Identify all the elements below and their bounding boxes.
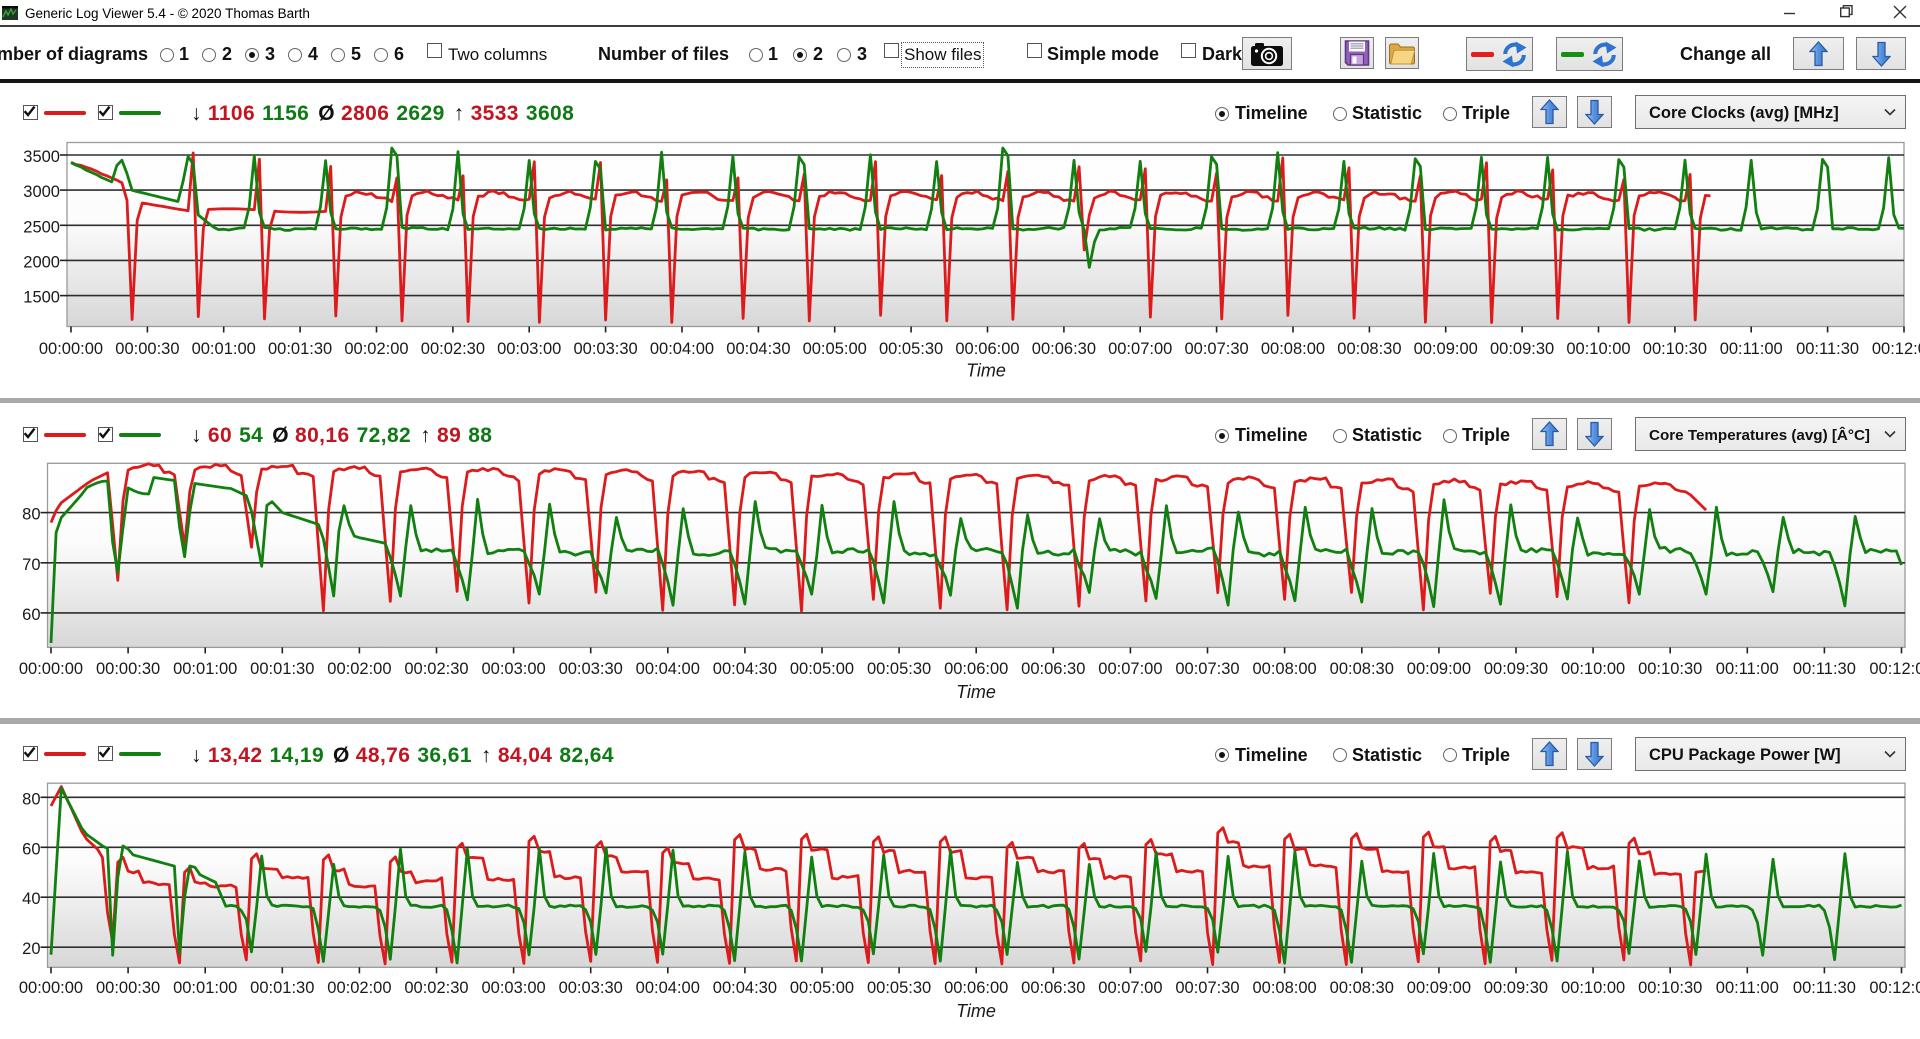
svg-text:00:02:30: 00:02:30 [421,340,485,358]
svg-text:60: 60 [22,606,40,624]
svg-text:00:03:00: 00:03:00 [481,979,545,997]
svg-text:00:01:30: 00:01:30 [250,660,314,678]
svg-text:00:01:00: 00:01:00 [173,979,237,997]
svg-text:00:08:00: 00:08:00 [1252,979,1316,997]
svg-text:00:06:30: 00:06:30 [1021,660,1085,678]
svg-text:00:02:00: 00:02:00 [344,340,408,358]
svg-text:00:05:00: 00:05:00 [803,340,867,358]
svg-text:00:01:30: 00:01:30 [268,340,332,358]
svg-text:80: 80 [22,790,40,808]
svg-text:00:12:00: 00:12:00 [1869,660,1920,678]
svg-text:00:08:30: 00:08:30 [1337,340,1401,358]
svg-text:00:05:00: 00:05:00 [790,660,854,678]
svg-text:2000: 2000 [23,253,60,271]
svg-text:00:05:30: 00:05:30 [867,979,931,997]
svg-text:Time: Time [956,1001,996,1021]
svg-text:00:01:30: 00:01:30 [250,979,314,997]
svg-text:00:02:00: 00:02:00 [327,660,391,678]
svg-text:00:06:00: 00:06:00 [944,979,1008,997]
svg-text:00:04:00: 00:04:00 [636,979,700,997]
svg-text:00:00:00: 00:00:00 [19,660,83,678]
svg-text:00:07:00: 00:07:00 [1098,979,1162,997]
svg-text:00:08:30: 00:08:30 [1330,979,1394,997]
svg-text:00:04:00: 00:04:00 [636,660,700,678]
svg-text:3000: 3000 [23,183,60,201]
svg-text:3500: 3500 [23,148,60,166]
svg-text:00:09:00: 00:09:00 [1407,660,1471,678]
svg-text:60: 60 [22,840,40,858]
svg-text:00:08:00: 00:08:00 [1261,340,1325,358]
svg-text:00:07:30: 00:07:30 [1184,340,1248,358]
svg-text:00:04:30: 00:04:30 [726,340,790,358]
svg-text:00:08:30: 00:08:30 [1330,660,1394,678]
svg-text:00:09:30: 00:09:30 [1484,660,1548,678]
svg-text:00:04:30: 00:04:30 [713,660,777,678]
svg-text:00:02:30: 00:02:30 [404,660,468,678]
svg-text:00:01:00: 00:01:00 [192,340,256,358]
svg-text:00:05:00: 00:05:00 [790,979,854,997]
svg-text:00:04:00: 00:04:00 [650,340,714,358]
svg-text:Time: Time [966,361,1006,381]
svg-text:00:11:30: 00:11:30 [1793,660,1856,678]
svg-text:80: 80 [22,506,40,524]
svg-text:00:11:00: 00:11:00 [1716,979,1779,997]
svg-text:70: 70 [22,556,40,574]
svg-text:00:11:00: 00:11:00 [1720,340,1783,358]
svg-text:00:11:00: 00:11:00 [1716,660,1779,678]
svg-text:20: 20 [22,940,40,958]
svg-text:00:00:00: 00:00:00 [19,979,83,997]
svg-text:00:06:30: 00:06:30 [1021,979,1085,997]
svg-text:00:07:00: 00:07:00 [1108,340,1172,358]
svg-text:00:12:00: 00:12:00 [1872,340,1920,358]
svg-text:00:06:00: 00:06:00 [944,660,1008,678]
svg-text:00:00:30: 00:00:30 [115,340,179,358]
svg-text:00:00:00: 00:00:00 [39,340,103,358]
svg-text:00:10:30: 00:10:30 [1643,340,1707,358]
svg-text:00:03:30: 00:03:30 [573,340,637,358]
svg-text:00:10:00: 00:10:00 [1566,340,1630,358]
svg-text:00:00:30: 00:00:30 [96,660,160,678]
svg-text:00:08:00: 00:08:00 [1252,660,1316,678]
svg-text:00:03:30: 00:03:30 [559,979,623,997]
svg-text:00:07:30: 00:07:30 [1175,979,1239,997]
svg-text:00:03:00: 00:03:00 [481,660,545,678]
svg-text:00:11:30: 00:11:30 [1793,979,1856,997]
svg-text:00:06:00: 00:06:00 [955,340,1019,358]
svg-text:00:10:30: 00:10:30 [1638,979,1702,997]
svg-text:00:03:00: 00:03:00 [497,340,561,358]
svg-text:00:05:30: 00:05:30 [879,340,943,358]
svg-text:00:12:00: 00:12:00 [1869,979,1920,997]
svg-text:Time: Time [956,682,996,702]
svg-text:00:09:30: 00:09:30 [1490,340,1554,358]
svg-text:00:05:30: 00:05:30 [867,660,931,678]
svg-text:1500: 1500 [23,289,60,307]
svg-text:00:02:00: 00:02:00 [327,979,391,997]
svg-text:00:07:30: 00:07:30 [1175,660,1239,678]
svg-text:00:06:30: 00:06:30 [1032,340,1096,358]
svg-text:00:04:30: 00:04:30 [713,979,777,997]
svg-text:00:03:30: 00:03:30 [559,660,623,678]
svg-text:40: 40 [22,890,40,908]
svg-text:00:09:00: 00:09:00 [1407,979,1471,997]
svg-text:2500: 2500 [23,218,60,236]
svg-text:00:11:30: 00:11:30 [1796,340,1859,358]
svg-text:00:00:30: 00:00:30 [96,979,160,997]
svg-text:00:09:30: 00:09:30 [1484,979,1548,997]
svg-text:00:10:30: 00:10:30 [1638,660,1702,678]
svg-text:00:10:00: 00:10:00 [1561,660,1625,678]
svg-text:00:01:00: 00:01:00 [173,660,237,678]
svg-text:00:07:00: 00:07:00 [1098,660,1162,678]
svg-text:00:02:30: 00:02:30 [404,979,468,997]
svg-text:00:10:00: 00:10:00 [1561,979,1625,997]
svg-text:00:09:00: 00:09:00 [1414,340,1478,358]
